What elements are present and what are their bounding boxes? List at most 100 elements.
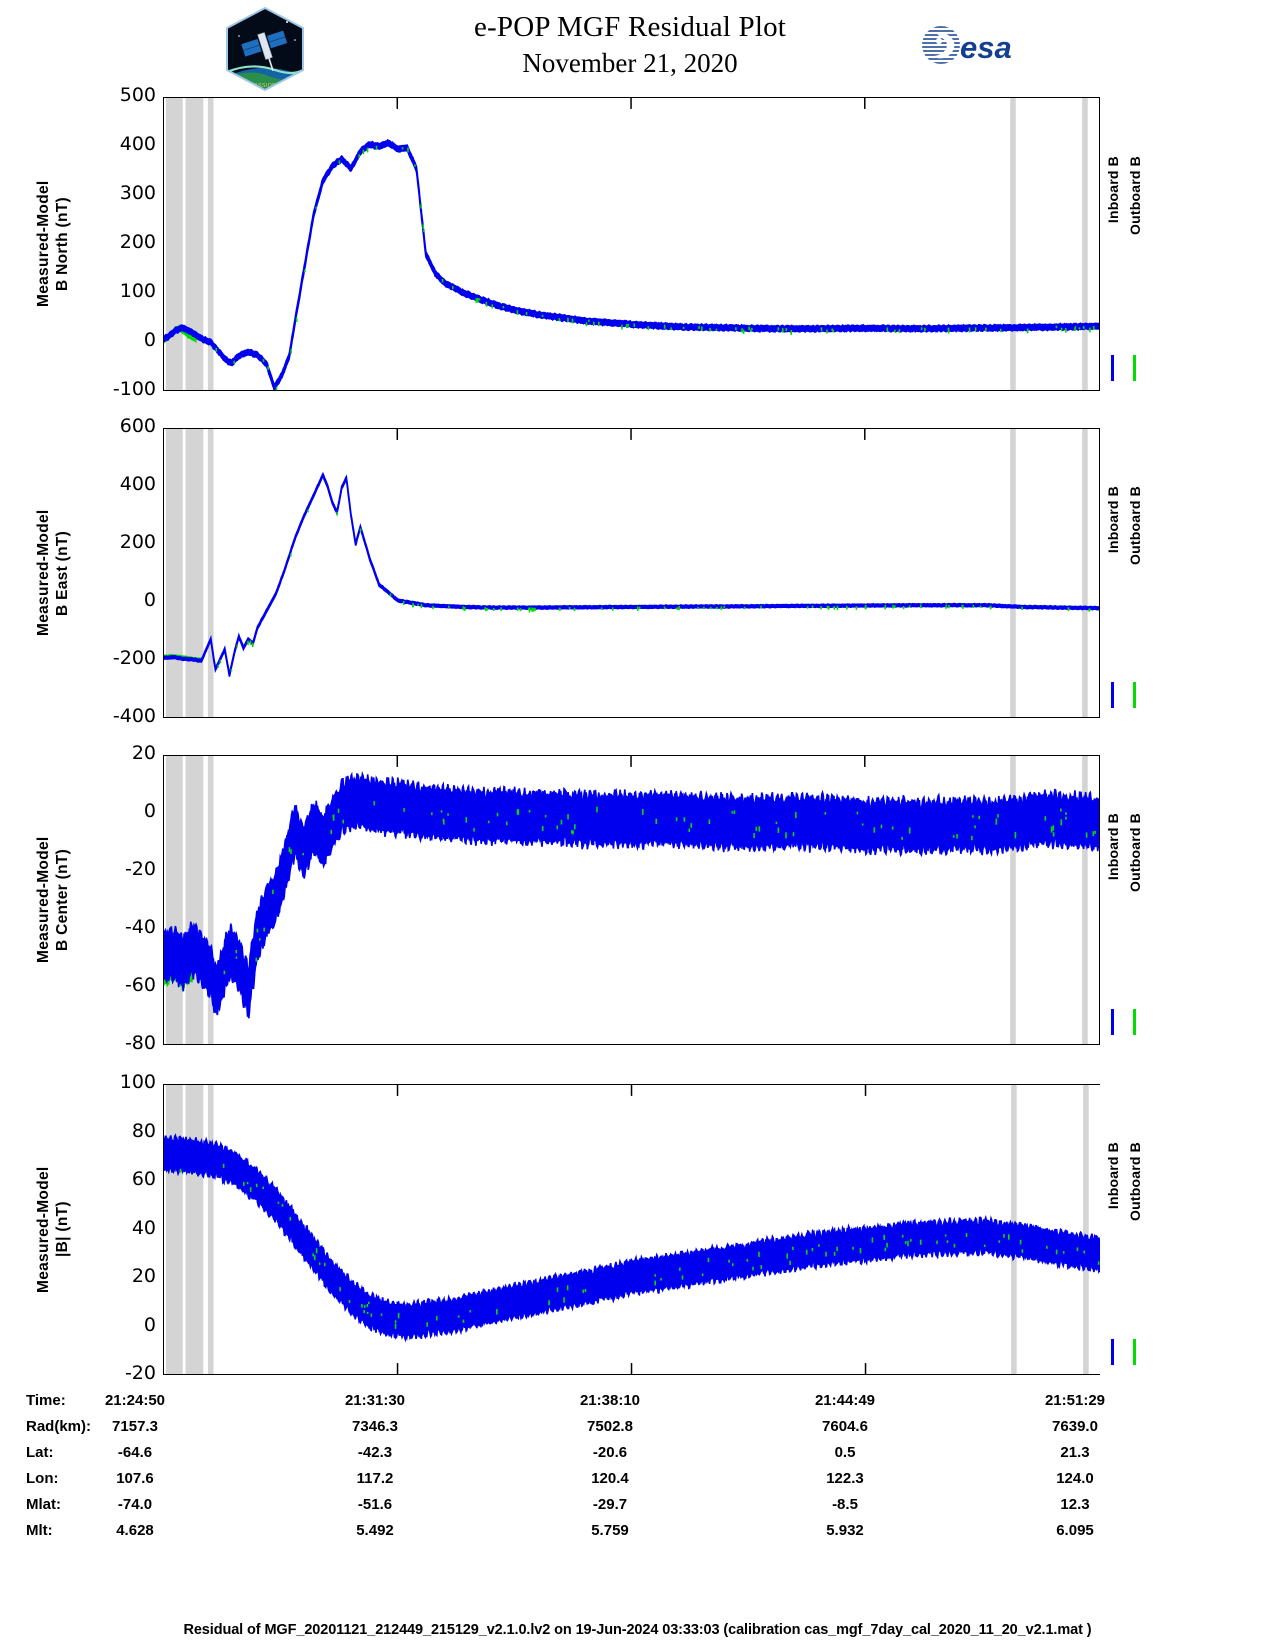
table-cell: 6.095 [1056, 1522, 1094, 1539]
trace-outboard-speckle [571, 830, 573, 834]
trace-outboard-speckle [777, 827, 780, 833]
trace-outboard-speckle [288, 847, 291, 853]
legend-swatch-inboard-b [1111, 682, 1114, 708]
legend-label-inboard-b: Inboard B [1105, 813, 1121, 881]
data-gap-shade-band [207, 98, 214, 390]
trace-outboard-speckle [519, 608, 522, 612]
trace-outboard-speckle [1050, 826, 1053, 833]
trace-outboard-speckle [544, 814, 547, 818]
trace-outboard-speckle [792, 832, 795, 837]
y-tick-label: 0 [143, 589, 156, 611]
trace-outboard-speckle [348, 1299, 351, 1304]
trace-outboard-speckle [249, 640, 252, 645]
y-axis-label-0: Measured-Model B North (nT) [35, 180, 71, 308]
y-tick-label: 100 [119, 1071, 156, 1093]
trace-outboard-speckle [989, 605, 992, 610]
trace-outboard-speckle [486, 607, 489, 611]
trace-outboard-speckle [422, 224, 425, 229]
table-row: Lat: -64.6 -42.3 -20.6 0.5 21.3 [0, 1444, 1275, 1470]
trace-outboard-speckle [420, 603, 423, 609]
trace-outboard-speckle [891, 826, 894, 830]
trace-outboard-speckle [886, 327, 889, 332]
trace-outboard-speckle [832, 329, 834, 333]
table-cell: 21:44:49 [814, 1392, 876, 1409]
trace-outboard-speckle [258, 938, 261, 941]
table-cell: 124.0 [1056, 1470, 1094, 1487]
trace-outboard-speckle [233, 360, 235, 364]
data-gap-shade-band [1010, 429, 1016, 717]
y-axis-ticks-3: 100 80 60 40 20 0 -20 [60, 1071, 156, 1384]
trace-outboard-speckle [315, 206, 318, 209]
trace-outboard-speckle [431, 812, 433, 816]
table-row: Rad(km): 7157.3 7346.3 7502.8 7604.6 7639.0 [0, 1418, 1275, 1444]
legend-swatch-outboard-b [1133, 682, 1136, 708]
table-row-label: Lon: [26, 1470, 59, 1487]
trace-outboard-speckle [476, 297, 479, 303]
trace-outboard-speckle [272, 889, 274, 895]
trace-outboard-speckle [1060, 327, 1063, 332]
legend-label-inboard-b: Inboard B [1105, 155, 1121, 223]
trace-outboard-speckle [752, 1266, 754, 1271]
table-cell: -74.0 [117, 1496, 153, 1513]
trace-outboard-speckle [307, 509, 309, 513]
trace-outboard-speckle [532, 607, 535, 612]
trace-outboard-speckle [339, 1287, 341, 1292]
trace-outboard-speckle [894, 329, 896, 333]
trace-outboard-speckle [904, 1241, 907, 1244]
trace-outboard-speckle [748, 326, 750, 331]
trace-outboard-speckle [290, 553, 292, 557]
trace-outboard-speckle [852, 1246, 854, 1250]
y-tick-label: -100 [112, 378, 156, 400]
trace-outboard-speckle [235, 949, 238, 954]
trace-outboard-speckle [566, 1285, 569, 1291]
trace-outboard-speckle [267, 366, 269, 370]
trace-outboard-speckle [971, 835, 973, 841]
trace-outboard-speckle [394, 1320, 397, 1323]
trace-outboard-speckle [698, 325, 700, 329]
legend-label-outboard-b: Outboard B [1127, 486, 1143, 565]
y-tick-label: -60 [124, 974, 156, 996]
trace-outboard-speckle [708, 819, 711, 825]
trace-outboard-speckle [636, 606, 639, 612]
trace-outboard-speckle [681, 1275, 684, 1280]
trace-outboard-speckle [563, 1297, 565, 1303]
table-cell: -51.6 [357, 1496, 393, 1513]
table-cell: 21.3 [1060, 1444, 1090, 1461]
trace-outboard-speckle [290, 349, 292, 354]
y-tick-label: 300 [119, 182, 156, 204]
trace-outboard-speckle [910, 1239, 912, 1242]
table-cell: 4.628 [116, 1522, 154, 1539]
footer-caption: Residual of MGF_20201121_212449_215129_v… [183, 1622, 1092, 1638]
table-cell: 5.932 [826, 1522, 864, 1539]
trace-outboard-speckle [827, 606, 830, 610]
trace-outboard-speckle [811, 1247, 814, 1252]
trace-outboard-speckle [363, 1309, 365, 1314]
trace-outboard-speckle [505, 821, 508, 826]
trace-outboard-speckle [833, 606, 836, 610]
trace-outboard-speckle [795, 812, 797, 819]
trace-outboard-speckle [600, 607, 603, 610]
trace-outboard-speckle [690, 823, 693, 828]
y-tick-label: 100 [119, 280, 156, 302]
trace-outboard-speckle [871, 1237, 874, 1243]
trace-outboard-speckle [516, 607, 519, 611]
trace-outboard-speckle [790, 330, 793, 335]
esa-logo-icon: esa [920, 22, 1040, 68]
legend-swatch-inboard-b [1111, 1339, 1114, 1365]
data-gap-shade-band [185, 98, 204, 390]
page-header: CASSIOPE e-POP MGF Residual Plot Novembe… [0, 0, 1275, 92]
trace-outboard-speckle [720, 606, 723, 611]
table-row: Mlt: 4.628 5.492 5.759 5.932 6.095 [0, 1522, 1275, 1548]
trace-outboard-speckle [660, 1277, 662, 1281]
table-cell: 21:51:29 [1044, 1392, 1106, 1409]
trace-outboard-speckle [952, 835, 955, 838]
trace-outboard-speckle [485, 301, 488, 307]
trace-outboard-speckle [974, 327, 977, 332]
legend-label-inboard-b: Inboard B [1105, 486, 1121, 554]
trace-outboard-speckle [312, 1253, 314, 1257]
y-tick-label: -400 [112, 705, 156, 727]
trace-outboard-speckle [567, 814, 569, 820]
trace-outboard-speckle [1065, 812, 1067, 815]
trace-outboard-speckle [556, 825, 559, 830]
